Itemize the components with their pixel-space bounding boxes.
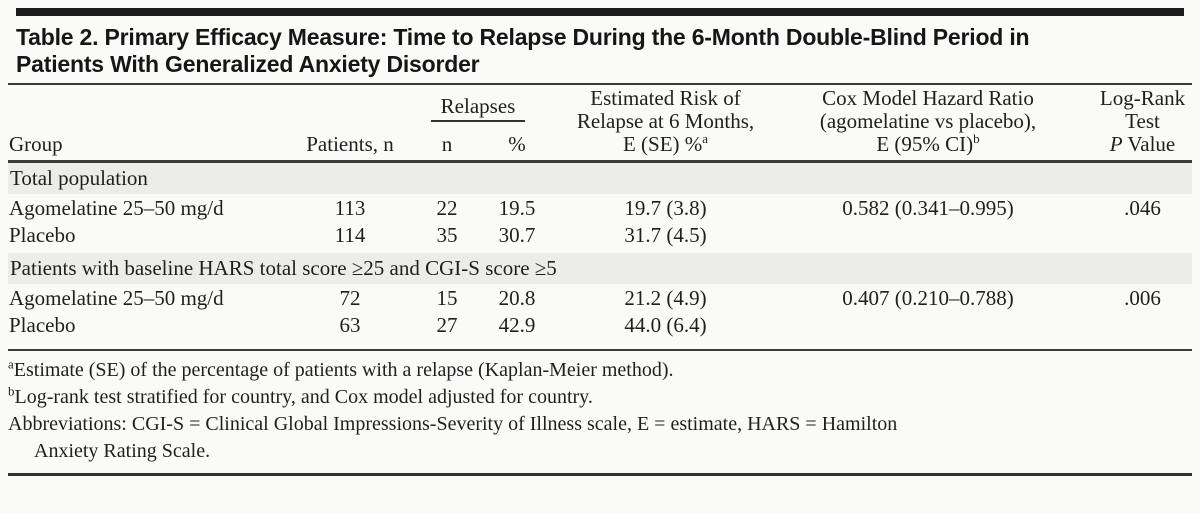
footnote-b: bLog-rank test stratified for country, a… [8, 384, 1192, 411]
cell-estimated-risk: 31.7 (4.5) [624, 223, 707, 247]
cell-patients-n: 63 [339, 313, 361, 337]
col-header-hazard-ratio: Cox Model Hazard Ratio (agomelatine vs p… [783, 85, 1073, 163]
cox-header-line3: E (95% CI)b [876, 131, 980, 156]
footnote-a: aEstimate (SE) of the percentage of pati… [8, 357, 1192, 384]
table-row: Placebo 114 35 30.7 31.7 (4.5) [8, 222, 1192, 253]
cell-p-value [1073, 222, 1192, 253]
table-header: Group Patients, n Relapses Estimated Ris… [8, 85, 1192, 163]
cell-relapses-pct: 42.9 [498, 313, 536, 337]
cox-header-line2: (agomelatine vs placebo), [819, 109, 1037, 133]
cell-patients-n: 72 [339, 286, 361, 310]
cell-p-value: .046 [1124, 196, 1161, 220]
col-header-estimated-risk: Estimated Risk of Relapse at 6 Months, E… [548, 85, 783, 163]
col-header-patients: Patients, n [292, 85, 408, 163]
cell-hazard-ratio: 0.582 (0.341–0.995) [842, 196, 1014, 220]
table-title-line1: Table 2. Primary Efficacy Measure: Time … [16, 24, 1030, 50]
cell-patients-n: 114 [334, 223, 366, 247]
footnotes-divider-rule [8, 349, 1192, 351]
section-label: Total population [8, 161, 1192, 194]
cell-relapses-pct: 20.8 [498, 286, 536, 310]
logrank-header-line1: Log-Rank [1099, 86, 1186, 110]
risk-header-line1: Estimated Risk of [590, 86, 741, 110]
cell-group: Agomelatine 25–50 mg/d [9, 286, 224, 310]
footnote-marker-a: a [702, 131, 709, 146]
cell-hazard-ratio [783, 312, 1073, 349]
section-row-severe-subgroup: Patients with baseline HARS total score … [8, 253, 1192, 284]
table-row: Agomelatine 25–50 mg/d 72 15 20.8 21.2 (… [8, 284, 1192, 312]
cell-relapses-n: 22 [436, 196, 458, 220]
table-title-line2: Patients With Generalized Anxiety Disord… [16, 51, 480, 77]
footnote-b-text: Log-rank test stratified for country, an… [14, 386, 593, 408]
cell-group: Agomelatine 25–50 mg/d [9, 196, 224, 220]
section-label: Patients with baseline HARS total score … [8, 253, 1192, 284]
footnote-a-marker: a [8, 356, 14, 372]
cell-hazard-ratio: 0.407 (0.210–0.788) [842, 286, 1014, 310]
title-divider-rule [8, 83, 1192, 85]
cell-p-value: .006 [1124, 286, 1161, 310]
logrank-header-line3: P Value [1109, 132, 1176, 156]
table-body: Total population Agomelatine 25–50 mg/d … [8, 161, 1192, 350]
cell-estimated-risk: 19.7 (3.8) [624, 196, 707, 220]
cell-hazard-ratio [783, 222, 1073, 253]
col-header-relapses-label: Relapses [430, 94, 526, 122]
col-header-relapses: Relapses [408, 85, 548, 123]
risk-header-line3: E (SE) %a [622, 131, 709, 156]
table-footnotes: aEstimate (SE) of the percentage of pati… [8, 357, 1192, 465]
cell-estimated-risk: 21.2 (4.9) [624, 286, 707, 310]
cell-relapses-pct: 30.7 [498, 223, 536, 247]
table-bottom-rule [8, 473, 1192, 476]
cell-p-value [1073, 312, 1192, 349]
table-row: Agomelatine 25–50 mg/d 113 22 19.5 19.7 … [8, 194, 1192, 222]
cell-relapses-n: 27 [436, 313, 458, 337]
footnote-a-text: Estimate (SE) of the percentage of patie… [13, 359, 674, 381]
col-header-group: Group [8, 85, 292, 163]
col-header-relapses-pct: % [486, 122, 548, 163]
footnote-b-marker: b [8, 383, 15, 399]
section-row-total-population: Total population [8, 161, 1192, 194]
footnote-abbreviations-line1: Abbreviations: CGI-S = Clinical Global I… [8, 413, 898, 435]
logrank-header-line2: Test [1125, 109, 1160, 133]
cell-estimated-risk: 44.0 (6.4) [624, 313, 707, 337]
cell-group: Placebo [9, 313, 76, 337]
cell-relapses-n: 15 [436, 286, 458, 310]
table-top-rule [16, 8, 1184, 16]
cell-group: Placebo [9, 223, 76, 247]
risk-header-line2: Relapse at 6 Months, [576, 109, 755, 133]
table-row: Placebo 63 27 42.9 44.0 (6.4) [8, 312, 1192, 349]
footnote-marker-b: b [973, 131, 980, 146]
cell-relapses-n: 35 [436, 223, 458, 247]
efficacy-table: Group Patients, n Relapses Estimated Ris… [8, 85, 1192, 349]
cox-header-line1: Cox Model Hazard Ratio [822, 86, 1034, 110]
footnote-abbreviations-line2: Anxiety Rating Scale. [34, 440, 211, 462]
col-header-relapses-n: n [408, 122, 486, 163]
col-header-logrank-p: Log-Rank Test P Value [1073, 85, 1192, 163]
table-title: Table 2. Primary Efficacy Measure: Time … [16, 24, 1184, 78]
cell-relapses-pct: 19.5 [498, 196, 536, 220]
cell-patients-n: 113 [334, 196, 366, 220]
